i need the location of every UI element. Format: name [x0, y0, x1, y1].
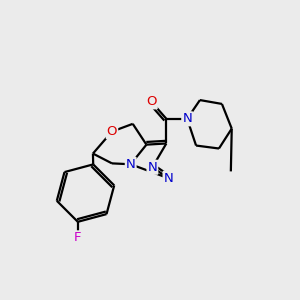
Text: N: N: [182, 112, 192, 125]
Text: N: N: [164, 172, 173, 185]
Text: N: N: [126, 158, 136, 171]
Text: N: N: [148, 161, 157, 174]
Text: F: F: [74, 231, 82, 244]
Text: O: O: [146, 95, 157, 108]
Text: O: O: [107, 125, 117, 138]
